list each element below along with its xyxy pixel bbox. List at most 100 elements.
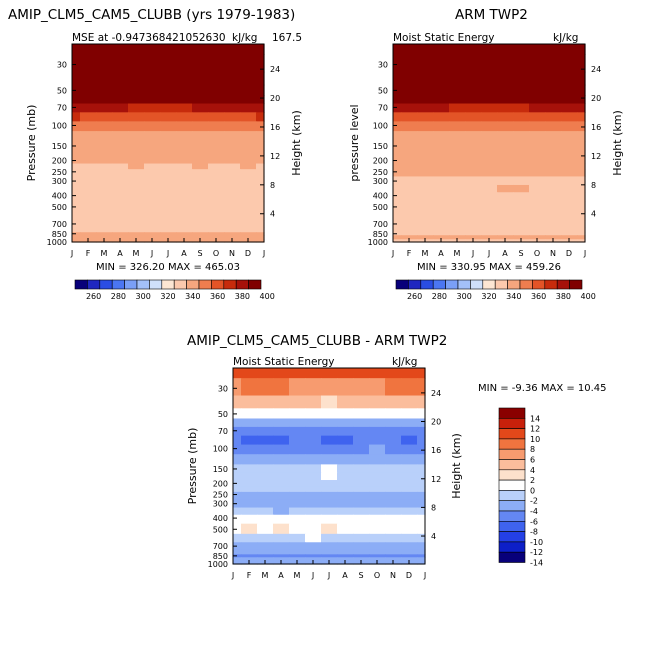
model-heatmap-cell [72,103,81,113]
model-heatmap-cell [208,176,225,186]
model-heatmap-cell [192,201,209,213]
model-heatmap-cell [128,44,145,55]
obs-heatmap-cell [393,141,402,151]
model-heatmap-cell [208,211,225,221]
obs-y-tick-label: 250 [373,168,388,177]
model-heatmap-cell [96,94,113,105]
model-heatmap-cell [256,232,265,236]
model-heatmap-cell [192,169,209,178]
model-heatmap-cell [176,121,193,132]
obs-heatmap-cell [481,157,498,165]
model-height-tick-label: 16 [270,123,280,132]
model-heatmap-cell [80,44,97,55]
model-heatmap-cell [96,44,113,55]
diff-heatmap-cell [337,395,354,409]
diff-heatmap-cell [233,533,242,543]
diff-heatmap-cell [337,486,354,493]
diff-colorbar-swatch [498,541,526,553]
obs-heatmap-cell [465,235,482,240]
model-heatmap-cell [192,235,209,240]
diff-heatmap-cell [417,368,426,379]
diff-heatmap-cell [321,378,338,397]
model-heatmap-cell [256,112,265,122]
obs-heatmap-cell [513,141,530,151]
obs-heatmap-cell [449,184,466,193]
obs-x-tick-label: M [454,249,461,258]
diff-y-tick-label: 850 [213,552,228,561]
diff-heatmap-cell [233,464,242,474]
diff-heatmap-cell [385,486,402,493]
diff-heatmap-cell [241,454,258,465]
model-heatmap-cell [96,131,113,142]
diff-y-tick-label: 250 [213,491,228,500]
model-heatmap-cell [240,94,257,105]
diff-heatmap-cell [353,499,370,509]
model-heatmap-cell [112,84,129,96]
model-heatmap-cell [176,157,193,165]
diff-heatmap-cell [385,395,402,409]
obs-heatmap-cell [481,54,498,73]
diff-heatmap-cell [321,444,338,455]
model-heatmap-cell [72,239,81,243]
obs-heatmap-cell [449,157,466,165]
model-colorbar-swatch [136,279,150,290]
model-heatmap-cell [192,141,209,151]
obs-colorbar-swatch [457,279,471,290]
model-heatmap-cell [144,235,161,240]
model-heatmap-cell [176,163,193,170]
model-heatmap-cell [240,184,257,193]
diff-heatmap-cell [369,472,386,481]
diff-heatmap-cell [353,514,370,525]
diff-y-tick-label: 500 [213,525,228,534]
diff-heatmap-cell [369,418,386,428]
diff-heatmap-cell [385,464,402,474]
model-heatmap-cell [112,169,129,178]
obs-colorbar-swatch [420,279,434,290]
model-heatmap-cell [224,84,241,96]
obs-heatmap-cell [465,54,482,73]
obs-heatmap-cell [481,141,498,151]
model-heatmap-cell [176,211,193,221]
model-heatmap-cell [160,184,177,193]
model-heatmap-cell [208,54,225,73]
obs-heatmap-cell [417,232,434,236]
obs-heatmap-cell [401,112,418,122]
obs-heatmap-cell [529,211,546,221]
diff-heatmap-cell [257,499,274,509]
diff-heatmap-cell [233,426,242,437]
model-heatmap-cell [160,220,177,228]
obs-heatmap-cell [393,192,402,202]
diff-heatmap-cell [305,454,322,465]
obs-heatmap-cell [545,235,562,240]
obs-x-tick-label: J [391,249,394,258]
obs-x-tick-label: J [471,249,474,258]
model-heatmap-cell [208,235,225,240]
obs-heatmap-cell [497,121,514,132]
diff-heatmap-cell [273,533,290,543]
obs-colorbar-swatch [482,279,496,290]
model-heatmap-cell [112,44,129,55]
model-heatmap-cell [160,169,177,178]
obs-colorbar-swatch [569,279,583,290]
model-heatmap-cell [72,44,81,55]
diff-colorbar-swatch [498,490,526,501]
model-panel: AMIP_CLM5_CAM5_CLUBB (yrs 1979-1983) MSE… [8,7,303,301]
obs-axis-ticks: J F M A M J J A S O N D J305070100150200250300400500… [368,61,602,258]
obs-heatmap-cell [497,211,514,221]
diff-heatmap-cell [257,426,274,437]
diff-colorbar-label: 10 [530,435,540,444]
model-heatmap-cell [160,235,177,240]
diff-heatmap-cell [289,523,306,535]
obs-colorbar-swatch [494,279,508,290]
obs-x-tick-label: D [566,249,572,258]
model-heatmap-cell [112,149,129,158]
model-heatmap-cells [72,44,265,243]
obs-y-tick-label: 70 [378,103,388,112]
diff-heatmap-cell [257,542,274,551]
model-heatmap-cell [112,235,129,240]
model-heatmap-cell [224,131,241,142]
model-y-tick-label: 30 [57,61,67,70]
model-colorbar-label: 380 [235,292,250,301]
obs-heatmap-cell [513,192,530,202]
